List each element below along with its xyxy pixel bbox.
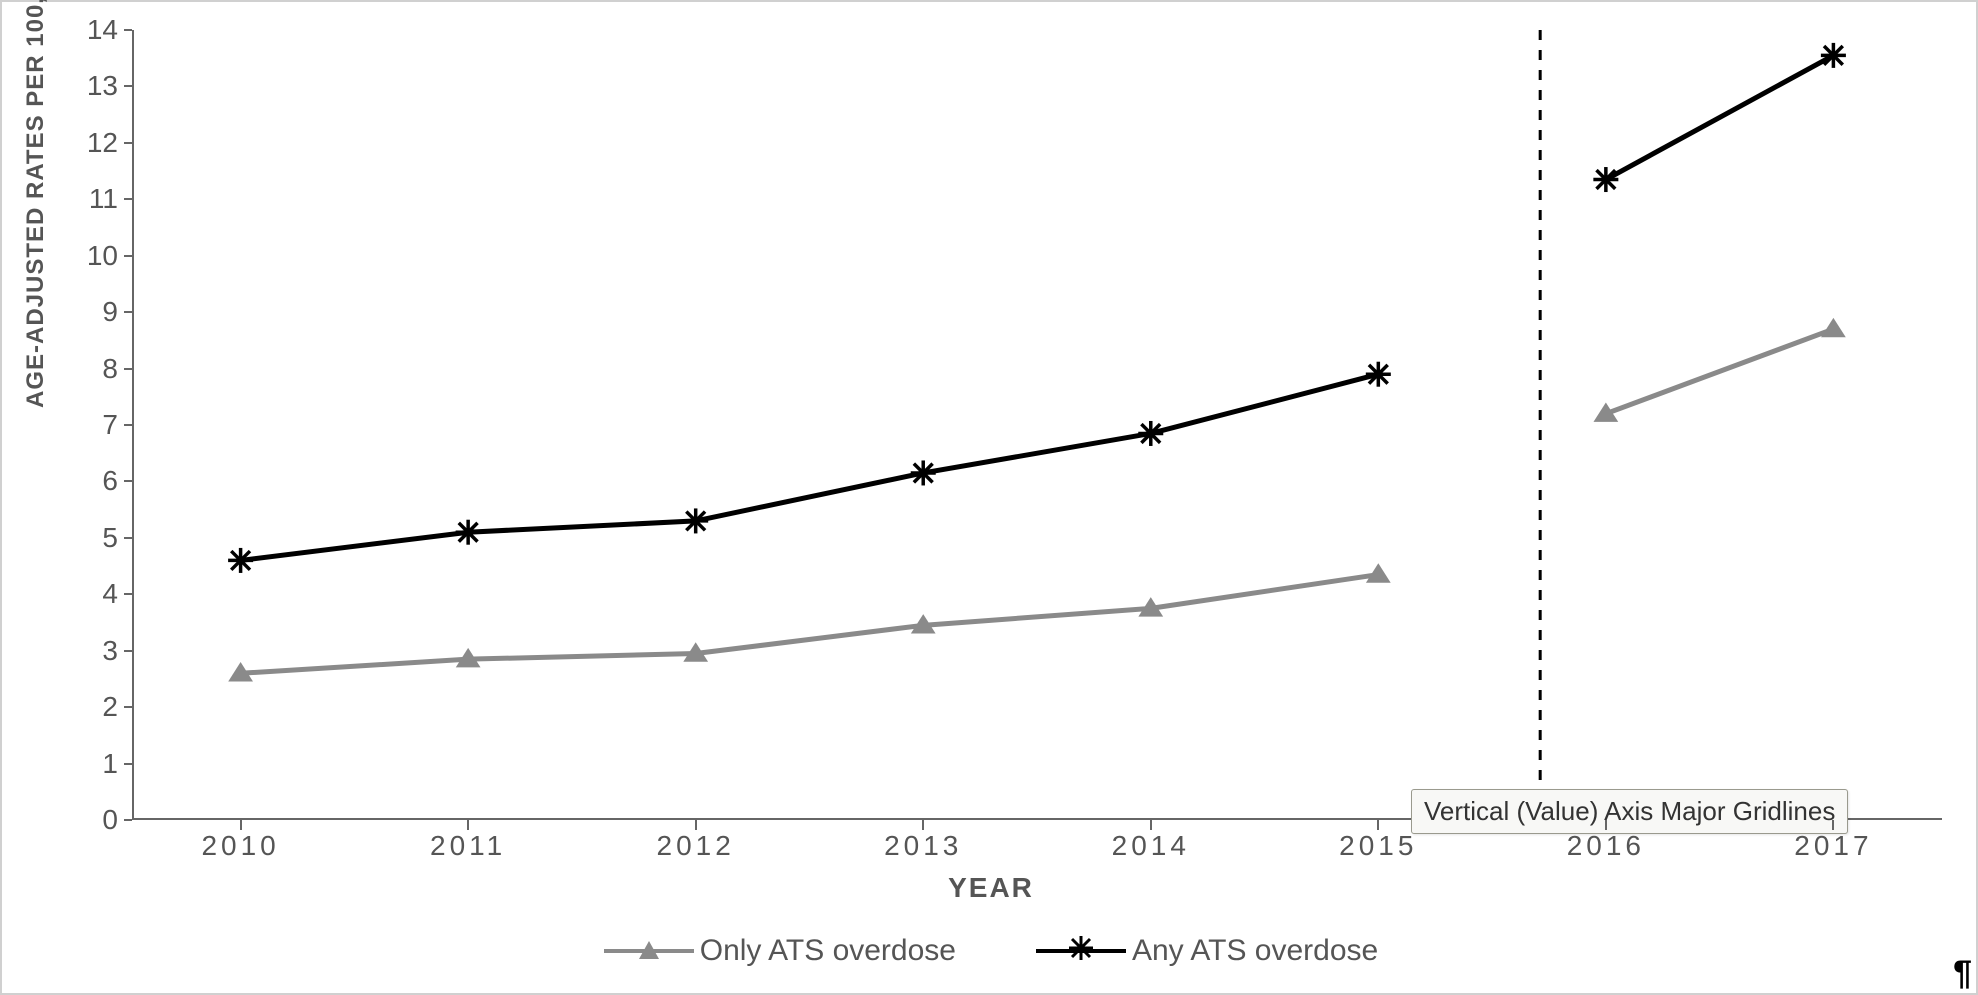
asterisk-icon [228,548,253,573]
x-tick-label: 2010 [201,830,279,862]
x-tick-label: 2011 [430,830,506,862]
asterisk-icon [683,508,708,533]
x-tick-label: 2014 [1112,830,1190,862]
chart-svg [132,30,1942,820]
y-tick-mark [124,198,132,200]
y-tick-label: 4 [58,578,118,610]
y-tick-mark [124,706,132,708]
asterisk-icon [911,460,936,485]
legend-line-any-ats [1036,949,1126,953]
x-tick-mark [1150,820,1152,830]
legend-label-any-ats: Any ATS overdose [1132,934,1378,968]
y-tick-mark [124,650,132,652]
asterisk-icon [1366,362,1391,387]
y-tick-mark [124,537,132,539]
y-tick-label: 8 [58,353,118,385]
y-tick-mark [124,424,132,426]
y-tick-mark [124,142,132,144]
y-tick-mark [124,763,132,765]
x-tick-mark [1832,820,1834,830]
legend: Only ATS overdose Any ATS overdose [2,934,1978,968]
asterisk-icon [1138,421,1163,446]
y-tick-mark [124,311,132,313]
x-tick-label: 2015 [1339,830,1417,862]
triangle-icon [1366,563,1391,582]
x-tick-mark [1377,820,1379,830]
y-tick-label: 13 [58,70,118,102]
y-tick-mark [124,85,132,87]
y-tick-mark [124,29,132,31]
legend-item-any-ats: Any ATS overdose [1036,934,1378,968]
y-tick-label: 2 [58,691,118,723]
y-tick-mark [124,255,132,257]
y-tick-mark [124,480,132,482]
legend-line-only-ats [604,949,694,953]
series-line [241,575,1379,674]
pilcrow-mark: ¶ [1953,954,1972,993]
y-axis-title: AGE-ADJUSTED RATES PER 100,000 POPULATIO… [22,0,50,408]
series-line [1606,55,1834,179]
y-tick-label: 3 [58,635,118,667]
asterisk-icon [456,520,481,545]
x-tick-mark [1605,820,1607,830]
y-tick-mark [124,819,132,821]
asterisk-icon [1821,43,1846,68]
y-tick-label: 9 [58,296,118,328]
x-tick-mark [922,820,924,830]
y-tick-mark [124,368,132,370]
y-tick-label: 6 [58,465,118,497]
y-tick-label: 5 [58,522,118,554]
legend-item-only-ats: Only ATS overdose [604,934,956,968]
asterisk-icon [1069,934,1093,968]
tooltip-gridlines: Vertical (Value) Axis Major Gridlines [1411,789,1848,834]
x-tick-label: 2012 [657,830,735,862]
y-tick-label: 1 [58,748,118,780]
x-tick-label: 2017 [1794,830,1872,862]
y-tick-label: 12 [58,127,118,159]
triangle-icon [1821,318,1846,337]
y-tick-label: 10 [58,240,118,272]
legend-label-only-ats: Only ATS overdose [700,934,956,968]
series-line [1606,329,1834,414]
x-tick-label: 2013 [884,830,962,862]
y-tick-label: 7 [58,409,118,441]
series-line [241,374,1379,560]
x-tick-label: 2016 [1567,830,1645,862]
y-tick-label: 11 [58,183,118,215]
triangle-icon [638,934,660,968]
asterisk-icon [1593,167,1618,192]
y-tick-label: 0 [58,804,118,836]
x-tick-mark [467,820,469,830]
y-tick-mark [124,593,132,595]
x-axis-title: YEAR [2,872,1978,904]
x-tick-mark [695,820,697,830]
y-tick-label: 14 [58,14,118,46]
chart-container: AGE-ADJUSTED RATES PER 100,000 POPULATIO… [0,0,1978,995]
x-tick-mark [240,820,242,830]
